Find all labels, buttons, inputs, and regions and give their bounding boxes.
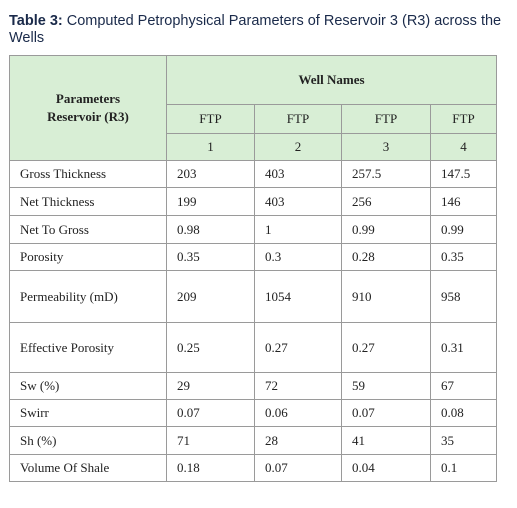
cell: 35 xyxy=(430,426,497,455)
well-number: 2 xyxy=(254,133,342,161)
well-name: FTP xyxy=(341,104,431,134)
header-row: FTP FTP FTP FTP xyxy=(10,104,497,134)
row-label: Sw (%) xyxy=(9,372,167,400)
row-label: Volume Of Shale xyxy=(9,454,167,482)
data-row: Volume Of Shale 0.18 0.07 0.04 0.1 xyxy=(9,454,497,482)
cell: 0.35 xyxy=(166,243,255,271)
cell: 71 xyxy=(166,426,255,455)
corner-header: Parameters Reservoir (R3) xyxy=(9,55,167,161)
cell: 67 xyxy=(430,372,497,400)
caption-label: Table 3: xyxy=(9,13,63,29)
row-label: Effective Porosity xyxy=(9,322,167,373)
cell: 0.31 xyxy=(430,322,497,373)
data-row: Sh (%) 71 28 41 35 xyxy=(9,426,497,455)
cell: 209 xyxy=(166,270,255,323)
cell: 0.28 xyxy=(341,243,431,271)
cell: 1 xyxy=(254,215,342,244)
cell: 910 xyxy=(341,270,431,323)
cell: 403 xyxy=(254,187,342,216)
cell: 28 xyxy=(254,426,342,455)
well-number: 3 xyxy=(341,133,431,161)
well-number: 1 xyxy=(166,133,255,161)
cell: 0.99 xyxy=(341,215,431,244)
cell: 59 xyxy=(341,372,431,400)
cell: 146 xyxy=(430,187,497,216)
header-row: Parameters Reservoir (R3) Well Names xyxy=(9,55,497,161)
cell: 0.18 xyxy=(166,454,255,482)
cell: 0.1 xyxy=(430,454,497,482)
cell: 0.08 xyxy=(430,399,497,427)
cell: 403 xyxy=(254,160,342,188)
group-header: Well Names xyxy=(166,55,497,105)
caption-text: Computed Petrophysical Parameters of Res… xyxy=(9,13,502,46)
cell: 199 xyxy=(166,187,255,216)
cell: 257.5 xyxy=(341,160,431,188)
cell: 0.27 xyxy=(341,322,431,373)
cell: 256 xyxy=(341,187,431,216)
cell: 0.07 xyxy=(166,399,255,427)
cell: 72 xyxy=(254,372,342,400)
well-name: FTP xyxy=(166,104,255,134)
data-row: Swirr 0.07 0.06 0.07 0.08 xyxy=(9,399,497,427)
well-name: FTP xyxy=(430,104,497,134)
cell: 0.27 xyxy=(254,322,342,373)
corner-line: Reservoir (R3) xyxy=(47,109,129,124)
cell: 0.35 xyxy=(430,243,497,271)
data-row: Gross Thickness 203 403 257.5 147.5 xyxy=(9,160,497,188)
table: Parameters Reservoir (R3) Well Names FTP FTP… xyxy=(9,55,497,482)
row-label: Swirr xyxy=(9,399,167,427)
cell: 958 xyxy=(430,270,497,323)
row-label: Sh (%) xyxy=(9,426,167,455)
cell: 0.06 xyxy=(254,399,342,427)
row-label: Porosity xyxy=(9,243,167,271)
row-label: Gross Thickness xyxy=(9,160,167,188)
data-row: Effective Porosity 0.25 0.27 0.27 0.31 xyxy=(9,322,497,373)
cell: 147.5 xyxy=(430,160,497,188)
cell: 41 xyxy=(341,426,431,455)
data-row: Permeability (mD) 209 1054 910 958 xyxy=(9,270,497,323)
cell: 0.3 xyxy=(254,243,342,271)
well-name: FTP xyxy=(254,104,342,134)
data-row: Net Thickness 199 403 256 146 xyxy=(9,187,497,216)
well-number: 4 xyxy=(430,133,497,161)
cell: 0.07 xyxy=(254,454,342,482)
row-label: Permeability (mD) xyxy=(9,270,167,323)
cell: 29 xyxy=(166,372,255,400)
caption: Table 3: Computed Petrophysical Paramete… xyxy=(9,13,504,47)
cell: 0.07 xyxy=(341,399,431,427)
cell: 0.98 xyxy=(166,215,255,244)
data-row: Porosity 0.35 0.3 0.28 0.35 xyxy=(9,243,497,271)
cell: 0.04 xyxy=(341,454,431,482)
cell: 1054 xyxy=(254,270,342,323)
cell: 203 xyxy=(166,160,255,188)
cell: 0.25 xyxy=(166,322,255,373)
data-row: Net To Gross 0.98 1 0.99 0.99 xyxy=(9,215,497,244)
row-label: Net To Gross xyxy=(9,215,167,244)
data-row: Sw (%) 29 72 59 67 xyxy=(9,372,497,400)
cell: 0.99 xyxy=(430,215,497,244)
row-label: Net Thickness xyxy=(9,187,167,216)
corner-line: Parameters xyxy=(55,91,121,106)
